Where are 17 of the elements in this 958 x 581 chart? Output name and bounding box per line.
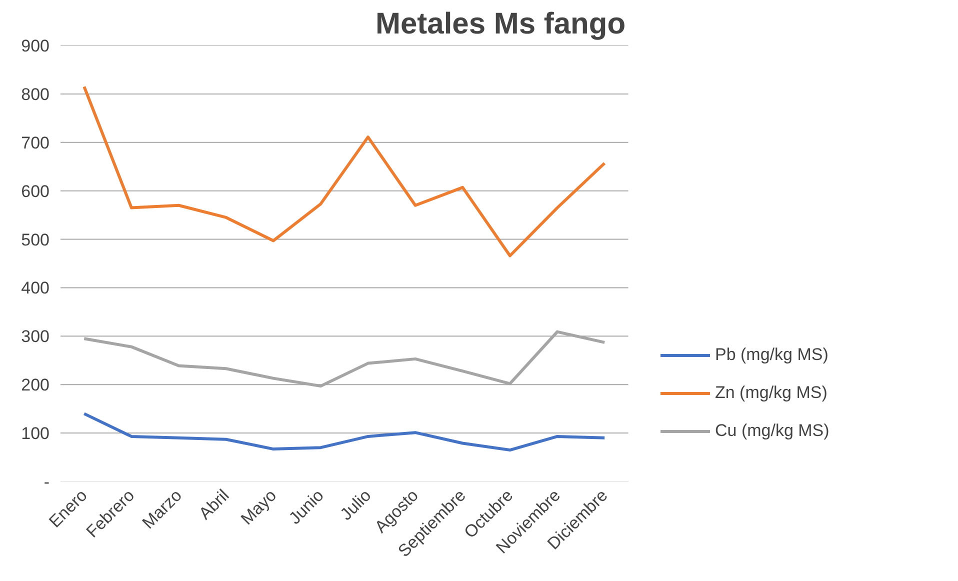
- line-series: [82, 412, 606, 452]
- y-tick-label: 700: [21, 133, 50, 152]
- y-tick-label: 400: [21, 278, 50, 298]
- line-series: [82, 85, 606, 258]
- y-tick-label: 500: [21, 230, 50, 250]
- y-tick-label: 200: [21, 376, 50, 395]
- y-tick-label: 300: [21, 327, 50, 346]
- y-tick-label: 100: [21, 424, 50, 444]
- legend-label: Cu (mg/kg MS): [715, 421, 830, 441]
- legend-label: Zn (mg/kg MS): [715, 383, 828, 403]
- legend-label: Pb (mg/kg MS): [715, 345, 828, 365]
- y-tick-label: 800: [21, 84, 50, 104]
- x-tick-label: Julio: [336, 486, 375, 524]
- y-tick-label: 600: [21, 182, 50, 201]
- y-tick-label: 900: [21, 36, 50, 56]
- y-tick-label: -: [44, 472, 50, 492]
- chart-title: Metales Ms fango: [375, 8, 626, 40]
